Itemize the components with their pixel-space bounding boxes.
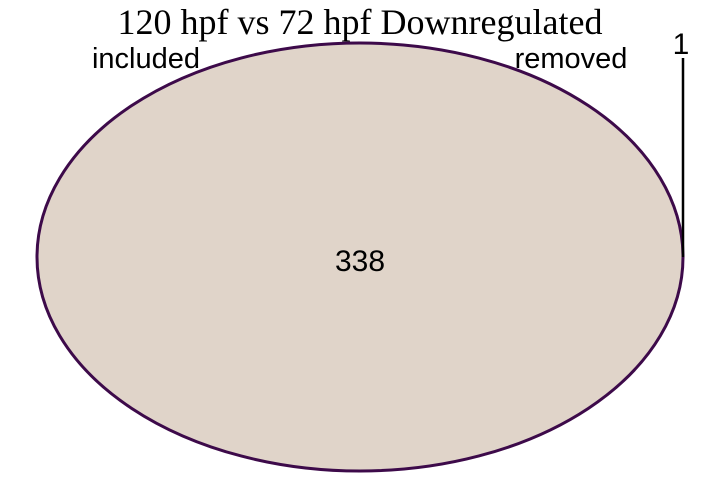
set-label-included: included [92,43,200,75]
set-label-removed: removed [515,43,628,75]
count-removed-only: 1 [673,28,690,61]
count-included-only: 338 [335,245,385,278]
diagram-title: 120 hpf vs 72 hpf Downregulated [118,2,603,42]
